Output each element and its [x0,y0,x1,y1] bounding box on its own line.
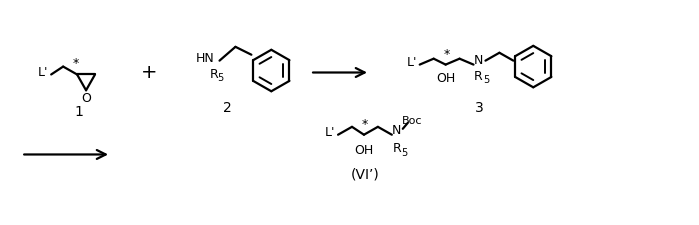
Text: R: R [210,68,218,81]
Text: Boc: Boc [401,116,422,126]
Text: 5: 5 [217,73,224,83]
Text: L': L' [325,126,336,139]
Text: 1: 1 [75,105,83,119]
Text: *: * [73,57,79,70]
Text: HN: HN [196,52,215,65]
Text: OH: OH [436,72,455,85]
Text: *: * [362,118,368,131]
Text: L': L' [407,56,417,69]
Text: 5: 5 [402,148,408,157]
Text: R: R [474,70,483,83]
Text: O: O [81,92,91,105]
Text: 2: 2 [223,101,232,115]
Text: L': L' [38,66,48,79]
Text: OH: OH [354,144,373,157]
Text: +: + [140,63,157,82]
Text: N: N [392,124,401,137]
Text: *: * [443,48,449,61]
Text: (VI’): (VI’) [351,167,380,181]
Text: 3: 3 [475,101,484,115]
Text: 5: 5 [483,75,489,86]
Text: N: N [474,54,483,67]
Text: R: R [392,142,401,155]
